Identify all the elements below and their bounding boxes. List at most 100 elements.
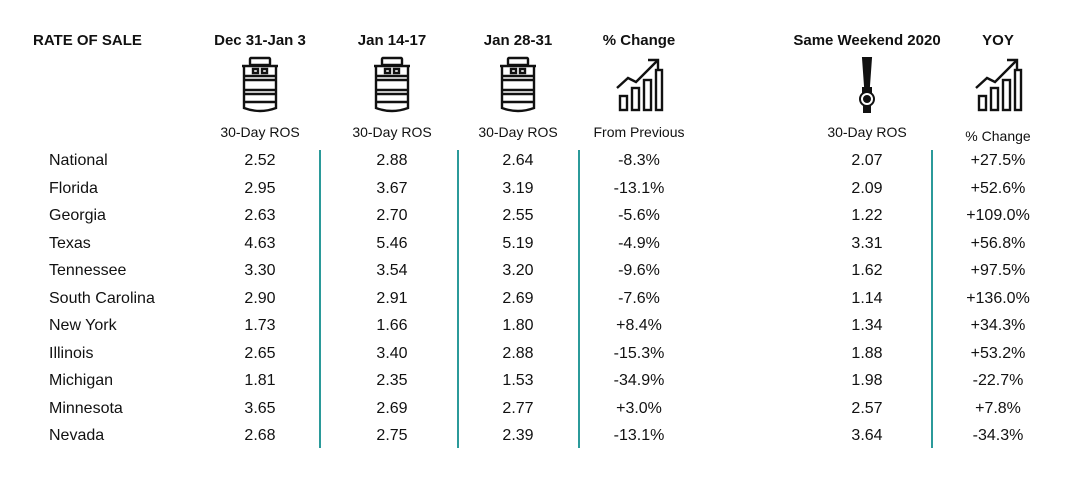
growth-chart-icon [973, 56, 1023, 117]
keg-icon [370, 56, 414, 123]
cell-tennessee-yoy: +97.5% [970, 262, 1026, 279]
row-label-new-york: New York [49, 317, 117, 334]
column-header-jan-14-17: Jan 14-17 [357, 32, 427, 49]
column-header-same-weekend-2020: Same Weekend 2020 [793, 32, 941, 49]
cell-new-york-change: +8.4% [616, 317, 662, 334]
beer-tap-icon [854, 56, 880, 119]
cell-georgia-jan-14-17: 2.70 [376, 207, 408, 224]
cell-national-yoy: +27.5% [970, 152, 1026, 169]
cell-nevada-dec-31-jan-3: 2.68 [244, 427, 276, 444]
cell-minnesota-jan-28-31: 2.77 [502, 399, 534, 417]
column-header-yoy: YOY [982, 32, 1014, 49]
cell-tennessee-dec-31-jan-3: 3.30 [244, 262, 276, 279]
row-label-national: National [49, 152, 108, 169]
cell-tennessee-same-weekend-2020: 1.62 [851, 262, 883, 279]
cell-nevada-jan-14-17: 2.75 [376, 427, 408, 444]
cell-tennessee-jan-28-31: 3.20 [502, 262, 534, 279]
row-label-illinois: Illinois [49, 344, 94, 362]
cell-illinois-change: -15.3% [613, 344, 665, 362]
column-header-change: % Change [602, 32, 676, 49]
cell-minnesota-jan-14-17: 2.69 [376, 399, 408, 417]
cell-new-york-dec-31-jan-3: 1.73 [244, 317, 276, 334]
cell-michigan-dec-31-jan-3: 1.81 [244, 372, 276, 389]
cell-new-york-same-weekend-2020: 1.34 [851, 317, 883, 334]
cell-minnesota-dec-31-jan-3: 3.65 [244, 399, 276, 417]
cell-florida-dec-31-jan-3: 2.95 [244, 179, 276, 197]
cell-nevada-yoy: -34.3% [972, 427, 1024, 444]
column-subheader: 30-Day ROS [220, 124, 300, 140]
column-divider [578, 150, 580, 448]
cell-illinois-jan-28-31: 2.88 [502, 344, 534, 362]
cell-new-york-jan-28-31: 1.80 [502, 317, 534, 334]
cell-michigan-same-weekend-2020: 1.98 [851, 372, 883, 389]
cell-national-jan-14-17: 2.88 [376, 152, 408, 169]
cell-tennessee-change: -9.6% [618, 262, 660, 279]
cell-georgia-change: -5.6% [618, 207, 660, 224]
cell-illinois-jan-14-17: 3.40 [376, 344, 408, 362]
cell-new-york-yoy: +34.3% [970, 317, 1026, 334]
column-subheader: 30-Day ROS [827, 124, 907, 140]
cell-michigan-change: -34.9% [613, 372, 665, 389]
cell-georgia-same-weekend-2020: 1.22 [851, 207, 883, 224]
column-header-jan-28-31: Jan 28-31 [483, 32, 553, 49]
cell-michigan-yoy: -22.7% [972, 372, 1024, 389]
row-label-tennessee: Tennessee [49, 262, 127, 279]
cell-national-dec-31-jan-3: 2.52 [244, 152, 276, 169]
cell-national-change: -8.3% [618, 152, 660, 169]
cell-national-jan-28-31: 2.64 [502, 152, 534, 169]
cell-south-carolina-dec-31-jan-3: 2.90 [244, 289, 276, 307]
cell-florida-same-weekend-2020: 2.09 [851, 179, 883, 197]
cell-national-same-weekend-2020: 2.07 [851, 152, 883, 169]
cell-illinois-same-weekend-2020: 1.88 [851, 344, 883, 362]
column-header-dec-31-jan-3: Dec 31-Jan 3 [214, 32, 306, 49]
row-label-georgia: Georgia [49, 207, 106, 224]
cell-south-carolina-change: -7.6% [618, 289, 660, 307]
cell-michigan-jan-14-17: 2.35 [376, 372, 408, 389]
cell-texas-jan-14-17: 5.46 [376, 234, 408, 252]
row-label-florida: Florida [49, 179, 98, 197]
cell-texas-yoy: +56.8% [970, 234, 1026, 252]
column-divider [457, 150, 459, 448]
growth-chart-icon [614, 56, 664, 117]
cell-michigan-jan-28-31: 1.53 [502, 372, 534, 389]
cell-florida-jan-14-17: 3.67 [376, 179, 408, 197]
cell-south-carolina-same-weekend-2020: 1.14 [851, 289, 883, 307]
cell-florida-change: -13.1% [613, 179, 665, 197]
cell-nevada-jan-28-31: 2.39 [502, 427, 534, 444]
row-label-texas: Texas [49, 234, 91, 252]
cell-nevada-change: -13.1% [613, 427, 665, 444]
row-label-minnesota: Minnesota [49, 399, 123, 417]
cell-georgia-jan-28-31: 2.55 [502, 207, 534, 224]
cell-texas-dec-31-jan-3: 4.63 [244, 234, 276, 252]
row-label-south-carolina: South Carolina [49, 289, 155, 307]
column-subheader: % Change [965, 128, 1031, 144]
cell-texas-jan-28-31: 5.19 [502, 234, 534, 252]
cell-new-york-jan-14-17: 1.66 [376, 317, 408, 334]
cell-texas-change: -4.9% [618, 234, 660, 252]
column-subheader: From Previous [593, 124, 685, 140]
cell-south-carolina-jan-28-31: 2.69 [502, 289, 534, 307]
keg-icon [238, 56, 282, 123]
keg-icon [496, 56, 540, 123]
cell-texas-same-weekend-2020: 3.31 [851, 234, 883, 252]
cell-minnesota-same-weekend-2020: 2.57 [851, 399, 883, 417]
table-title: RATE OF SALE [33, 32, 142, 49]
cell-nevada-same-weekend-2020: 3.64 [851, 427, 883, 444]
cell-georgia-yoy: +109.0% [966, 207, 1030, 224]
row-label-michigan: Michigan [49, 372, 114, 389]
cell-minnesota-yoy: +7.8% [975, 399, 1021, 417]
cell-tennessee-jan-14-17: 3.54 [376, 262, 408, 279]
row-label-nevada: Nevada [49, 427, 105, 444]
column-subheader: 30-Day ROS [352, 124, 432, 140]
column-divider [931, 150, 933, 448]
cell-minnesota-change: +3.0% [616, 399, 662, 417]
cell-illinois-yoy: +53.2% [970, 344, 1026, 362]
cell-georgia-dec-31-jan-3: 2.63 [244, 207, 276, 224]
cell-south-carolina-yoy: +136.0% [966, 289, 1030, 307]
column-divider [319, 150, 321, 448]
cell-south-carolina-jan-14-17: 2.91 [376, 289, 408, 307]
cell-florida-yoy: +52.6% [970, 179, 1026, 197]
column-subheader: 30-Day ROS [478, 124, 558, 140]
cell-illinois-dec-31-jan-3: 2.65 [244, 344, 276, 362]
cell-florida-jan-28-31: 3.19 [502, 179, 534, 197]
